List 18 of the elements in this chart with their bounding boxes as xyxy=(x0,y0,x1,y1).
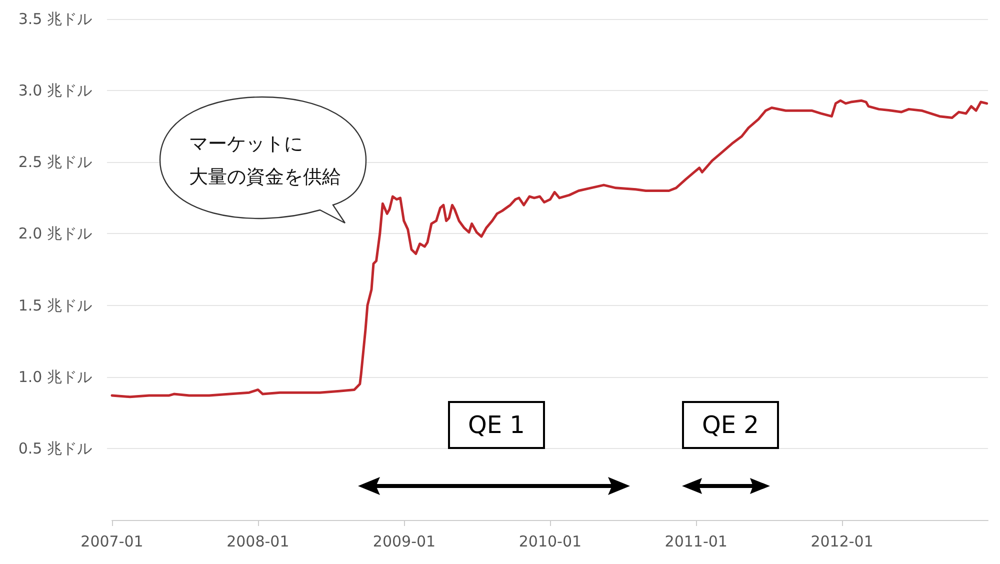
annotation: QE 1 xyxy=(448,401,545,449)
x-tick-label: 2010-01 xyxy=(518,532,582,550)
annotation: QE 2 xyxy=(682,401,779,449)
annotation: 大量の資金を供給 xyxy=(189,165,341,190)
line-series xyxy=(110,99,988,398)
x-tick-label: 2007-01 xyxy=(80,532,144,550)
y-tick-label: 3.5 兆ドル xyxy=(18,10,92,28)
y-tick-label: 2.0 兆ドル xyxy=(18,224,92,243)
y-tick-label: 0.5 兆ドル xyxy=(18,439,92,458)
x-tick-label: 2008-01 xyxy=(226,532,290,550)
y-tick-label: 2.5 兆ドル xyxy=(18,153,92,172)
y-tick-label: 3.0 兆ドル xyxy=(18,82,92,100)
y-tick-label: 1.0 兆ドル xyxy=(18,368,92,386)
annotation: マーケットに xyxy=(189,132,303,157)
x-tick-label: 2011-01 xyxy=(664,532,728,550)
x-tick-label: 2012-01 xyxy=(810,532,874,550)
x-tick-label: 2009-01 xyxy=(372,532,436,550)
y-tick-label: 1.5 兆ドル xyxy=(18,296,92,314)
